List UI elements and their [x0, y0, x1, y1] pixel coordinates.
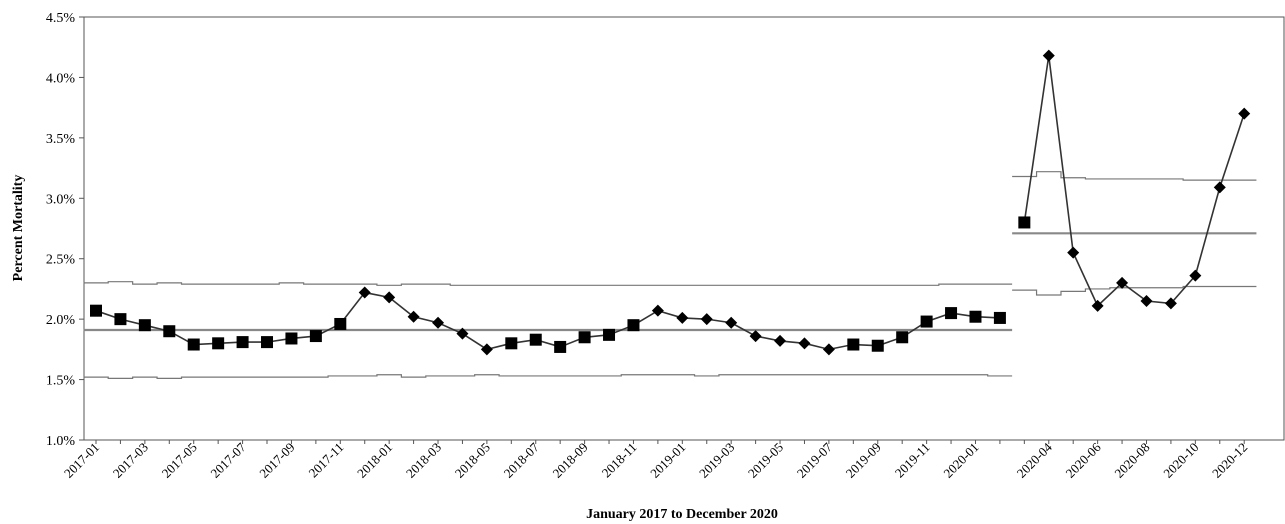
- plot-border: [83, 16, 1285, 441]
- x-tick-label: 2017-07: [207, 439, 249, 481]
- data-point-diamond: [1091, 299, 1104, 312]
- x-tick-label: 2020-04: [1014, 439, 1056, 481]
- control-limits: [83, 171, 1257, 379]
- x-tick-label: 2020-01: [940, 440, 981, 481]
- y-tick-label: 1.0%: [46, 434, 76, 449]
- data-point-diamond: [358, 286, 371, 299]
- y-tick-label: 2.0%: [46, 313, 76, 328]
- data-point-diamond: [676, 311, 689, 324]
- data-point-square: [114, 313, 127, 326]
- x-tick-label: 2017-11: [306, 440, 347, 481]
- x-tick-label: 2018-01: [354, 440, 395, 481]
- data-point-square: [187, 338, 200, 351]
- data-point-diamond: [1042, 49, 1055, 62]
- upper-control-limit: [1012, 171, 1257, 181]
- data-point-square: [871, 339, 884, 352]
- data-point-diamond: [725, 316, 738, 329]
- data-point-square: [529, 333, 542, 346]
- data-point-square: [896, 331, 909, 344]
- data-point-square: [309, 330, 322, 343]
- data-point-square: [1018, 216, 1031, 229]
- data-point-square: [261, 336, 274, 349]
- y-tick-label: 1.5%: [46, 374, 76, 389]
- x-tick-label: 2017-03: [110, 440, 151, 481]
- data-point-square: [920, 315, 933, 328]
- y-tick-label: 4.0%: [46, 71, 76, 86]
- data-point-square: [847, 338, 860, 351]
- data-point-diamond: [407, 310, 420, 323]
- data-point-diamond: [1238, 107, 1251, 120]
- mortality-series: [90, 49, 1251, 356]
- x-tick-label: 2019-01: [647, 440, 688, 481]
- x-tick-label: 2020-06: [1062, 439, 1104, 481]
- x-tick-label: 2020-10: [1160, 440, 1201, 481]
- data-point-diamond: [1116, 276, 1129, 289]
- data-point-square: [90, 304, 102, 317]
- data-point-diamond: [383, 291, 396, 304]
- data-point-square: [505, 337, 518, 350]
- x-axis-title: January 2017 to December 2020: [586, 507, 778, 522]
- data-point-diamond: [822, 343, 835, 356]
- data-point-square: [163, 325, 176, 338]
- data-point-square: [334, 317, 347, 330]
- x-tick-label: 2019-11: [892, 440, 933, 481]
- data-point-square: [627, 319, 640, 332]
- y-tick-label: 2.5%: [46, 253, 76, 268]
- x-tick-label: 2019-09: [843, 440, 884, 481]
- x-tick-label: 2018-09: [549, 440, 590, 481]
- data-point-diamond: [700, 313, 713, 326]
- data-point-square: [969, 310, 982, 323]
- x-tick-label: 2019-05: [745, 440, 786, 481]
- x-tick-label: 2018-07: [501, 439, 543, 481]
- x-tick-label: 2019-07: [794, 439, 836, 481]
- data-point-square: [212, 337, 225, 350]
- x-tick-label: 2020-08: [1111, 440, 1152, 481]
- plot-area: [83, 16, 1285, 441]
- data-point-diamond: [1067, 246, 1080, 259]
- data-point-diamond: [651, 304, 664, 317]
- data-point-diamond: [1140, 295, 1153, 308]
- data-point-diamond: [456, 327, 469, 340]
- x-tick-label: 2020-12: [1209, 440, 1250, 481]
- data-point-square: [138, 319, 151, 332]
- x-axis: 2017-01 2017-03 2017-05 2017-07 2017-09 2017-…: [61, 439, 1250, 481]
- data-point-diamond: [1213, 181, 1226, 194]
- data-point-square: [993, 311, 1006, 324]
- lower-control-limit: [83, 374, 1013, 379]
- data-point-square: [285, 332, 298, 345]
- x-tick-label: 2018-05: [452, 440, 493, 481]
- data-point-diamond: [1164, 297, 1177, 310]
- data-point-diamond: [798, 337, 811, 350]
- data-point-square: [603, 328, 616, 341]
- x-tick-label: 2017-05: [159, 440, 200, 481]
- lower-control-limit: [1012, 285, 1257, 296]
- x-tick-label: 2017-09: [256, 440, 297, 481]
- y-tick-label: 4.5%: [46, 11, 76, 26]
- data-point-diamond: [749, 330, 762, 343]
- x-tick-label: 2018-11: [599, 440, 640, 481]
- x-tick-label: 2018-03: [403, 440, 444, 481]
- data-point-diamond: [774, 334, 787, 347]
- y-tick-label: 3.5%: [46, 132, 76, 147]
- upper-control-limit: [83, 281, 1013, 286]
- y-tick-label: 3.0%: [46, 192, 76, 207]
- data-point-square: [554, 340, 567, 353]
- y-axis: 1.0% 1.5% 2.0% 2.5% 3.0% 3.5% 4.0% 4.5%: [46, 11, 84, 449]
- data-point-square: [236, 336, 249, 349]
- data-point-diamond: [480, 343, 493, 356]
- x-tick-label: 2019-03: [696, 440, 737, 481]
- series-line: [95, 291, 1000, 351]
- data-point-diamond: [432, 316, 445, 329]
- y-axis-title: Percent Mortality: [11, 175, 26, 282]
- series-line: [1023, 55, 1245, 308]
- data-point-square: [945, 307, 958, 320]
- data-point-diamond: [1189, 269, 1202, 282]
- data-point-square: [578, 331, 591, 344]
